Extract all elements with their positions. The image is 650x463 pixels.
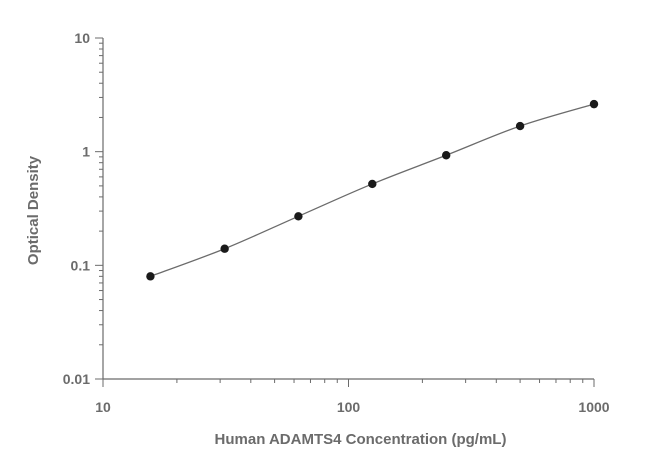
- data-point: [294, 212, 303, 221]
- y-tick-label: 0.01: [63, 371, 90, 387]
- y-tick-label: 1: [82, 144, 90, 160]
- data-point: [515, 121, 525, 131]
- y-tick-label: 0.1: [71, 257, 91, 273]
- data-point: [589, 99, 599, 109]
- ticks: [95, 37, 595, 387]
- data-point: [368, 179, 377, 189]
- data-point: [220, 244, 229, 253]
- axes: [102, 38, 594, 380]
- x-tick-label: 10: [95, 399, 111, 415]
- y-tick-label: 10: [74, 30, 90, 46]
- tick-labels: 10 100 1000 0.01 0.1 1 10: [63, 30, 610, 415]
- data-point: [441, 151, 451, 160]
- fit-curve: [150, 103, 595, 277]
- x-tick-label: 100: [337, 399, 361, 415]
- x-axis-title: Human ADAMTS4 Concentration (pg/mL): [215, 431, 507, 448]
- y-axis-title: Optical Density: [25, 155, 42, 265]
- data-points: [146, 99, 599, 281]
- data-point: [146, 272, 155, 281]
- x-tick-label: 1000: [578, 399, 609, 415]
